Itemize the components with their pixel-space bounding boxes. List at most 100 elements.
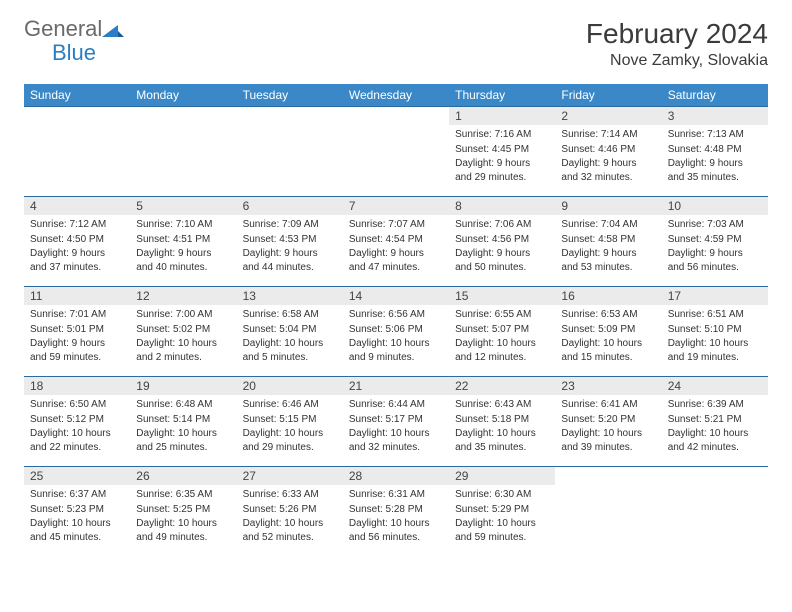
sunset-line: Sunset: 4:51 PM — [136, 233, 230, 247]
calendar-empty-cell — [555, 467, 661, 557]
day-details: Sunrise: 7:13 AMSunset: 4:48 PMDaylight:… — [662, 125, 768, 189]
sunrise-line: Sunrise: 6:33 AM — [243, 488, 337, 502]
day-number: 2 — [555, 107, 661, 125]
calendar-day-cell: 28Sunrise: 6:31 AMSunset: 5:28 PMDayligh… — [343, 467, 449, 557]
daylight-line: Daylight: 10 hours and 49 minutes. — [136, 517, 230, 544]
day-details: Sunrise: 7:04 AMSunset: 4:58 PMDaylight:… — [555, 215, 661, 279]
sunset-line: Sunset: 4:48 PM — [668, 143, 762, 157]
calendar-day-cell: 7Sunrise: 7:07 AMSunset: 4:54 PMDaylight… — [343, 197, 449, 287]
day-number: 23 — [555, 377, 661, 395]
day-number: 18 — [24, 377, 130, 395]
day-details: Sunrise: 6:56 AMSunset: 5:06 PMDaylight:… — [343, 305, 449, 369]
daylight-line: Daylight: 10 hours and 56 minutes. — [349, 517, 443, 544]
calendar-empty-cell — [130, 107, 236, 197]
sunrise-line: Sunrise: 6:43 AM — [455, 398, 549, 412]
calendar-day-cell: 14Sunrise: 6:56 AMSunset: 5:06 PMDayligh… — [343, 287, 449, 377]
calendar-empty-cell — [343, 107, 449, 197]
sunrise-line: Sunrise: 6:41 AM — [561, 398, 655, 412]
day-number: 7 — [343, 197, 449, 215]
day-number: 6 — [237, 197, 343, 215]
sunset-line: Sunset: 5:20 PM — [561, 413, 655, 427]
page-header: General Blue February 2024 Nove Zamky, S… — [24, 18, 768, 70]
brand-word1: General — [24, 16, 102, 41]
weekday-header: Friday — [555, 84, 661, 107]
sunrise-line: Sunrise: 6:55 AM — [455, 308, 549, 322]
calendar-day-cell: 17Sunrise: 6:51 AMSunset: 5:10 PMDayligh… — [662, 287, 768, 377]
calendar-week-row: 25Sunrise: 6:37 AMSunset: 5:23 PMDayligh… — [24, 467, 768, 557]
daylight-line: Daylight: 9 hours and 59 minutes. — [30, 337, 124, 364]
daylight-line: Daylight: 9 hours and 35 minutes. — [668, 157, 762, 184]
calendar-day-cell: 25Sunrise: 6:37 AMSunset: 5:23 PMDayligh… — [24, 467, 130, 557]
sunset-line: Sunset: 5:26 PM — [243, 503, 337, 517]
day-number: 28 — [343, 467, 449, 485]
day-number: 15 — [449, 287, 555, 305]
calendar-week-row: 18Sunrise: 6:50 AMSunset: 5:12 PMDayligh… — [24, 377, 768, 467]
day-details: Sunrise: 7:14 AMSunset: 4:46 PMDaylight:… — [555, 125, 661, 189]
weekday-header: Tuesday — [237, 84, 343, 107]
calendar-day-cell: 16Sunrise: 6:53 AMSunset: 5:09 PMDayligh… — [555, 287, 661, 377]
daylight-line: Daylight: 10 hours and 19 minutes. — [668, 337, 762, 364]
daylight-line: Daylight: 10 hours and 2 minutes. — [136, 337, 230, 364]
sunrise-line: Sunrise: 7:00 AM — [136, 308, 230, 322]
location-label: Nove Zamky, Slovakia — [586, 52, 768, 70]
daylight-line: Daylight: 10 hours and 39 minutes. — [561, 427, 655, 454]
daylight-line: Daylight: 10 hours and 15 minutes. — [561, 337, 655, 364]
sunset-line: Sunset: 4:56 PM — [455, 233, 549, 247]
day-details: Sunrise: 7:12 AMSunset: 4:50 PMDaylight:… — [24, 215, 130, 279]
sunrise-line: Sunrise: 7:06 AM — [455, 218, 549, 232]
calendar-day-cell: 5Sunrise: 7:10 AMSunset: 4:51 PMDaylight… — [130, 197, 236, 287]
day-details: Sunrise: 6:46 AMSunset: 5:15 PMDaylight:… — [237, 395, 343, 459]
day-number: 12 — [130, 287, 236, 305]
daylight-line: Daylight: 10 hours and 29 minutes. — [243, 427, 337, 454]
sunset-line: Sunset: 4:59 PM — [668, 233, 762, 247]
day-details: Sunrise: 6:39 AMSunset: 5:21 PMDaylight:… — [662, 395, 768, 459]
calendar-empty-cell — [24, 107, 130, 197]
calendar-day-cell: 23 Sunrise: 6:41 AMSunset: 5:20 PMDayligh… — [555, 377, 661, 467]
sunrise-line: Sunrise: 6:53 AM — [561, 308, 655, 322]
day-number: 11 — [24, 287, 130, 305]
calendar-week-row: 11Sunrise: 7:01 AMSunset: 5:01 PMDayligh… — [24, 287, 768, 377]
sunset-line: Sunset: 5:01 PM — [30, 323, 124, 337]
calendar-empty-cell — [237, 107, 343, 197]
sunrise-line: Sunrise: 6:30 AM — [455, 488, 549, 502]
sunset-line: Sunset: 5:17 PM — [349, 413, 443, 427]
sunset-line: Sunset: 5:29 PM — [455, 503, 549, 517]
sunrise-line: Sunrise: 7:16 AM — [455, 128, 549, 142]
calendar-day-cell: 19Sunrise: 6:48 AMSunset: 5:14 PMDayligh… — [130, 377, 236, 467]
daylight-line: Daylight: 10 hours and 9 minutes. — [349, 337, 443, 364]
sunrise-line: Sunrise: 6:56 AM — [349, 308, 443, 322]
daylight-line: Daylight: 9 hours and 56 minutes. — [668, 247, 762, 274]
daylight-line: Daylight: 10 hours and 5 minutes. — [243, 337, 337, 364]
sunrise-line: Sunrise: 6:31 AM — [349, 488, 443, 502]
daylight-line: Daylight: 10 hours and 32 minutes. — [349, 427, 443, 454]
calendar-body: 1Sunrise: 7:16 AMSunset: 4:45 PMDaylight… — [24, 107, 768, 557]
sunset-line: Sunset: 5:02 PM — [136, 323, 230, 337]
day-number: 1 — [449, 107, 555, 125]
weekday-header: Wednesday — [343, 84, 449, 107]
day-details: Sunrise: 7:00 AMSunset: 5:02 PMDaylight:… — [130, 305, 236, 369]
day-number: 9 — [555, 197, 661, 215]
day-number: 26 — [130, 467, 236, 485]
sunrise-line: Sunrise: 6:50 AM — [30, 398, 124, 412]
calendar-day-cell: 3Sunrise: 7:13 AMSunset: 4:48 PMDaylight… — [662, 107, 768, 197]
sunrise-line: Sunrise: 6:39 AM — [668, 398, 762, 412]
weekday-header: Sunday — [24, 84, 130, 107]
calendar-day-cell: 15Sunrise: 6:55 AMSunset: 5:07 PMDayligh… — [449, 287, 555, 377]
sunset-line: Sunset: 5:15 PM — [243, 413, 337, 427]
daylight-line: Daylight: 9 hours and 50 minutes. — [455, 247, 549, 274]
sunrise-line: Sunrise: 6:35 AM — [136, 488, 230, 502]
sunset-line: Sunset: 5:06 PM — [349, 323, 443, 337]
calendar-day-cell: 22Sunrise: 6:43 AMSunset: 5:18 PMDayligh… — [449, 377, 555, 467]
day-details: Sunrise: 6:55 AMSunset: 5:07 PMDaylight:… — [449, 305, 555, 369]
day-details: Sunrise: 6:58 AMSunset: 5:04 PMDaylight:… — [237, 305, 343, 369]
day-number: 13 — [237, 287, 343, 305]
day-details: Sunrise: 6:33 AMSunset: 5:26 PMDaylight:… — [237, 485, 343, 549]
calendar-empty-cell — [662, 467, 768, 557]
sunset-line: Sunset: 5:07 PM — [455, 323, 549, 337]
day-number: 22 — [449, 377, 555, 395]
day-details: Sunrise: 7:09 AMSunset: 4:53 PMDaylight:… — [237, 215, 343, 279]
sunrise-line: Sunrise: 6:46 AM — [243, 398, 337, 412]
sunrise-line: Sunrise: 7:01 AM — [30, 308, 124, 322]
sunset-line: Sunset: 5:09 PM — [561, 323, 655, 337]
calendar-header-row: SundayMondayTuesdayWednesdayThursdayFrid… — [24, 84, 768, 107]
